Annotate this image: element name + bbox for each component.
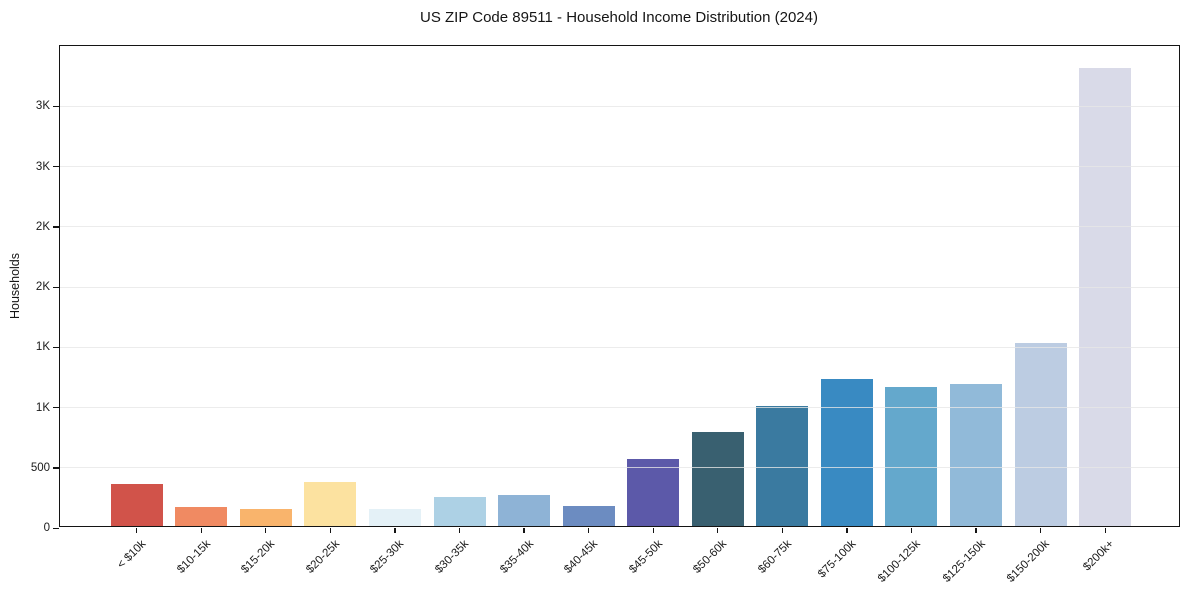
x-tick-label-10: $60-75k	[755, 538, 794, 576]
gridline-1000	[60, 407, 1179, 408]
x-tick-2	[265, 527, 267, 533]
x-tick-9	[717, 527, 719, 533]
x-tick-label-5: $30-35k	[433, 538, 472, 576]
x-tick-label-0: < $10k	[115, 538, 149, 572]
x-tick-10	[781, 527, 783, 533]
gridline-500	[60, 467, 1179, 469]
bar-9	[691, 432, 744, 526]
gridline-3000	[60, 166, 1179, 167]
gridline-2500	[60, 226, 1179, 228]
x-tick-label-11: $75-100k	[816, 538, 859, 581]
x-tick-7	[588, 527, 590, 533]
x-tick-3	[329, 527, 332, 533]
bar-15	[1079, 68, 1132, 526]
x-tick-label-9: $50-60k	[691, 538, 730, 576]
x-tick-label-1: $10-15k	[174, 538, 213, 576]
y-tick-label-500: 500	[30, 461, 50, 474]
x-tick-4	[394, 527, 396, 533]
x-tick-12	[910, 527, 913, 533]
x-tick-0	[136, 527, 138, 533]
bar-10	[756, 405, 809, 526]
x-tick-5	[458, 527, 461, 533]
bar-14	[1014, 342, 1067, 526]
y-tick-label-2500: 2K	[35, 220, 50, 233]
gridline-2000	[60, 286, 1179, 288]
x-tick-label-6: $35-40k	[497, 538, 536, 576]
bar-8	[627, 458, 680, 526]
bar-13	[950, 383, 1003, 526]
x-tick-label-2: $15-20k	[239, 538, 278, 576]
x-tick-15	[1104, 527, 1106, 533]
x-tick-11	[846, 527, 848, 533]
plot-area: 0 500 1K 1K 2K 2K 3K 3K < $10k $10-15k $15-20k $20-…	[31, 45, 1180, 585]
y-tick-label-3000: 3K	[35, 160, 50, 173]
gridline-3500	[60, 105, 1179, 107]
bar-6	[498, 494, 551, 526]
x-tick-label-12: $100-125k	[876, 538, 923, 585]
x-tick-8	[652, 527, 654, 533]
x-tick-label-3: $20-25k	[304, 538, 342, 576]
y-tick-3000	[53, 166, 59, 168]
x-tick-13	[975, 527, 977, 533]
y-tick-1500	[53, 346, 59, 349]
x-tick-label-8: $45-50k	[626, 538, 665, 576]
gridline-1500	[60, 346, 1179, 348]
x-tick-label-7: $40-45k	[562, 538, 601, 576]
y-tick-3500	[53, 105, 59, 108]
bar-5	[433, 497, 486, 526]
y-tick-0	[53, 527, 59, 529]
x-tick-label-13: $125-150k	[940, 538, 988, 585]
y-tick-label-1000: 1K	[35, 401, 50, 414]
bar-4	[368, 509, 421, 526]
x-tick-14	[1039, 527, 1042, 533]
bar-1	[175, 507, 228, 526]
y-tick-2000	[53, 286, 59, 288]
chart-title: US ZIP Code 89511 - Household Income Dis…	[420, 9, 818, 26]
y-tick-label-1500: 1K	[35, 341, 50, 354]
bar-3	[304, 482, 357, 526]
bar-7	[562, 506, 615, 526]
x-tick-label-15: $200k+	[1081, 538, 1117, 574]
x-tick-1	[200, 527, 202, 533]
bar-2	[239, 509, 292, 526]
x-tick-label-4: $25-30k	[368, 538, 407, 576]
y-axis-label: Households	[8, 252, 22, 320]
x-tick-6	[523, 527, 525, 533]
bar-12	[885, 387, 938, 526]
y-tick-label-0: 0	[43, 522, 50, 534]
y-tick-label-3500: 3K	[35, 100, 50, 113]
y-tick-label-2000: 2K	[35, 281, 50, 293]
x-tick-label-14: $150-200k	[1005, 538, 1053, 585]
y-tick-1000	[53, 407, 59, 409]
y-tick-2500	[53, 226, 59, 228]
bar-11	[820, 379, 873, 526]
bar-0	[110, 483, 163, 526]
y-tick-500	[53, 467, 59, 469]
